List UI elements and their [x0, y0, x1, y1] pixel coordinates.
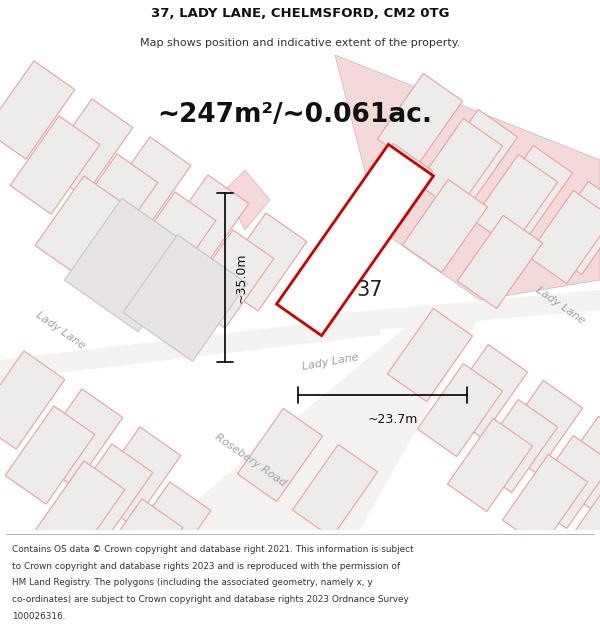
- Polygon shape: [433, 109, 518, 202]
- Polygon shape: [238, 409, 323, 501]
- Polygon shape: [68, 154, 158, 252]
- Text: Lady Lane: Lady Lane: [34, 309, 86, 351]
- Text: Rosebery Road: Rosebery Road: [212, 432, 287, 488]
- Text: 37, LADY LANE, CHELMSFORD, CM2 0TG: 37, LADY LANE, CHELMSFORD, CM2 0TG: [151, 8, 449, 20]
- Text: Lady Lane: Lady Lane: [301, 352, 359, 372]
- Polygon shape: [377, 74, 463, 166]
- Polygon shape: [527, 191, 600, 284]
- Polygon shape: [403, 179, 488, 272]
- Polygon shape: [5, 406, 95, 504]
- Text: Lady Lane: Lady Lane: [533, 284, 586, 326]
- Polygon shape: [101, 137, 191, 235]
- Polygon shape: [10, 116, 100, 214]
- Polygon shape: [457, 216, 542, 309]
- Polygon shape: [63, 444, 153, 542]
- Polygon shape: [347, 144, 433, 236]
- Polygon shape: [448, 419, 533, 511]
- Polygon shape: [35, 461, 125, 559]
- Polygon shape: [320, 290, 600, 335]
- Polygon shape: [553, 416, 600, 509]
- Polygon shape: [418, 119, 503, 211]
- Polygon shape: [93, 214, 183, 312]
- Text: ~23.7m: ~23.7m: [367, 413, 418, 426]
- Polygon shape: [418, 364, 503, 456]
- Text: HM Land Registry. The polygons (including the associated geometry, namely x, y: HM Land Registry. The polygons (includin…: [12, 579, 373, 587]
- Polygon shape: [557, 491, 600, 584]
- Polygon shape: [472, 399, 557, 492]
- Polygon shape: [542, 181, 600, 274]
- Polygon shape: [159, 175, 249, 273]
- Polygon shape: [388, 309, 473, 401]
- Text: co-ordinates) are subject to Crown copyright and database rights 2023 Ordnance S: co-ordinates) are subject to Crown copyr…: [12, 595, 409, 604]
- Polygon shape: [0, 315, 380, 380]
- Polygon shape: [442, 344, 527, 437]
- Text: ~35.0m: ~35.0m: [235, 253, 248, 302]
- Text: Map shows position and indicative extent of the property.: Map shows position and indicative extent…: [140, 38, 460, 48]
- Polygon shape: [217, 213, 307, 311]
- Polygon shape: [0, 351, 65, 449]
- Polygon shape: [43, 99, 133, 197]
- Text: ~247m²/~0.061ac.: ~247m²/~0.061ac.: [157, 102, 433, 128]
- Polygon shape: [277, 144, 433, 336]
- Text: to Crown copyright and database rights 2023 and is reproduced with the permissio: to Crown copyright and database rights 2…: [12, 562, 400, 571]
- Polygon shape: [123, 235, 247, 361]
- Polygon shape: [33, 389, 123, 487]
- Text: 37: 37: [357, 280, 383, 300]
- Polygon shape: [0, 61, 75, 159]
- Polygon shape: [160, 315, 480, 530]
- Text: 100026316.: 100026316.: [12, 612, 65, 621]
- Polygon shape: [35, 176, 125, 274]
- Polygon shape: [502, 454, 587, 548]
- Polygon shape: [121, 482, 211, 580]
- Polygon shape: [497, 381, 583, 474]
- Polygon shape: [64, 198, 196, 332]
- Polygon shape: [472, 154, 557, 248]
- Polygon shape: [292, 444, 377, 538]
- Polygon shape: [335, 55, 600, 300]
- Polygon shape: [225, 170, 270, 230]
- Polygon shape: [93, 499, 183, 597]
- Polygon shape: [487, 146, 572, 239]
- Polygon shape: [91, 427, 181, 525]
- Polygon shape: [527, 436, 600, 529]
- Polygon shape: [151, 252, 241, 350]
- Polygon shape: [126, 192, 216, 290]
- Polygon shape: [184, 230, 274, 328]
- Text: Contains OS data © Crown copyright and database right 2021. This information is : Contains OS data © Crown copyright and d…: [12, 545, 413, 554]
